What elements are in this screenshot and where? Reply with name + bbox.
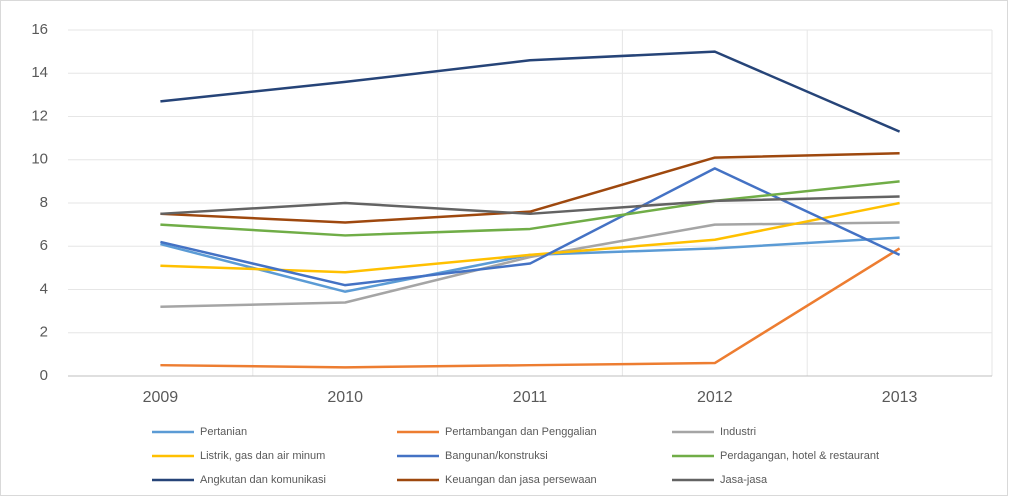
x-tick-label: 2013: [882, 389, 918, 406]
x-tick-label: 2009: [143, 389, 179, 406]
y-tick-label: 4: [40, 280, 48, 297]
y-tick-label: 8: [40, 194, 48, 211]
legend-label: Pertanian: [200, 426, 247, 438]
series-line: [160, 221, 900, 309]
y-tick-label: 10: [31, 151, 48, 168]
series-line: [160, 180, 900, 237]
x-tick-label: 2011: [513, 389, 548, 406]
legend-label: Jasa-jasa: [720, 474, 768, 486]
series-line: [160, 50, 901, 133]
y-tick-label: 0: [40, 367, 48, 384]
legend-label: Listrik, gas dan air minum: [200, 450, 325, 462]
series-line: [160, 152, 900, 224]
series-line: [160, 195, 900, 216]
legend-label: Keuangan dan jasa persewaan: [445, 474, 597, 486]
x-tick-label: 2010: [327, 389, 363, 406]
y-tick-label: 14: [31, 64, 48, 81]
y-tick-label: 6: [40, 237, 48, 254]
legend-label: Industri: [720, 426, 756, 438]
legend-label: Pertambangan dan Penggalian: [445, 426, 597, 438]
series-line: [160, 247, 901, 369]
legend-label: Bangunan/konstruksi: [445, 450, 548, 462]
legend-label: Perdagangan, hotel & restaurant: [720, 450, 879, 462]
y-tick-label: 16: [31, 21, 48, 38]
y-tick-label: 2: [40, 324, 48, 341]
y-tick-label: 12: [31, 107, 48, 124]
legend-label: Angkutan dan komunikasi: [200, 474, 326, 486]
x-tick-label: 2012: [697, 389, 733, 406]
series-line: [160, 167, 901, 287]
